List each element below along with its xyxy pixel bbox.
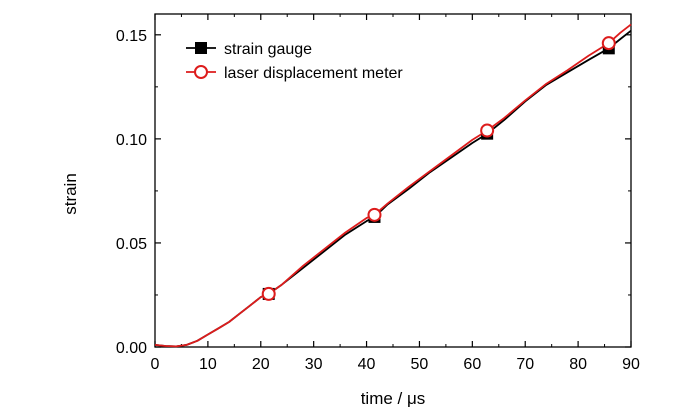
series-line-laser-displacement-meter (154, 23, 632, 348)
x-axis-title: time / μs (361, 389, 426, 408)
legend: strain gauge laser displacement meter (186, 41, 403, 82)
legend-label-strain-gauge: strain gauge (224, 41, 312, 58)
y-tick-label: 0.00 (116, 340, 147, 357)
x-tick-label: 50 (411, 356, 429, 373)
x-tick-label: 40 (358, 356, 376, 373)
x-tick-label: 30 (305, 356, 323, 373)
series-lines (154, 23, 632, 348)
data-point-laser-displacement-meter (480, 123, 495, 138)
y-axis-ticks: 0.00 0.05 0.10 0.15 (116, 28, 631, 357)
y-axis-title: strain (61, 173, 80, 215)
x-tick-label: 10 (199, 356, 217, 373)
y-tick-label: 0.05 (116, 236, 147, 253)
x-axis-ticks: 0 10 20 30 40 50 60 70 80 90 (151, 14, 640, 373)
legend-marker-strain-gauge (195, 42, 207, 54)
y-tick-label: 0.15 (116, 28, 147, 45)
data-point-laser-displacement-meter (261, 286, 276, 301)
plot-frame (154, 13, 632, 348)
legend-marker-laser-displacement-meter (194, 65, 208, 79)
x-tick-label: 80 (569, 356, 587, 373)
x-tick-label: 0 (151, 356, 160, 373)
data-point-laser-displacement-meter (367, 207, 382, 222)
legend-label-laser-displacement-meter: laser displacement meter (224, 65, 403, 82)
x-tick-label: 90 (622, 356, 640, 373)
x-tick-label: 20 (252, 356, 270, 373)
x-tick-label: 70 (516, 356, 534, 373)
data-point-laser-displacement-meter (601, 36, 616, 51)
series-markers (261, 36, 616, 301)
x-tick-label: 60 (463, 356, 481, 373)
y-tick-label: 0.10 (116, 132, 147, 149)
